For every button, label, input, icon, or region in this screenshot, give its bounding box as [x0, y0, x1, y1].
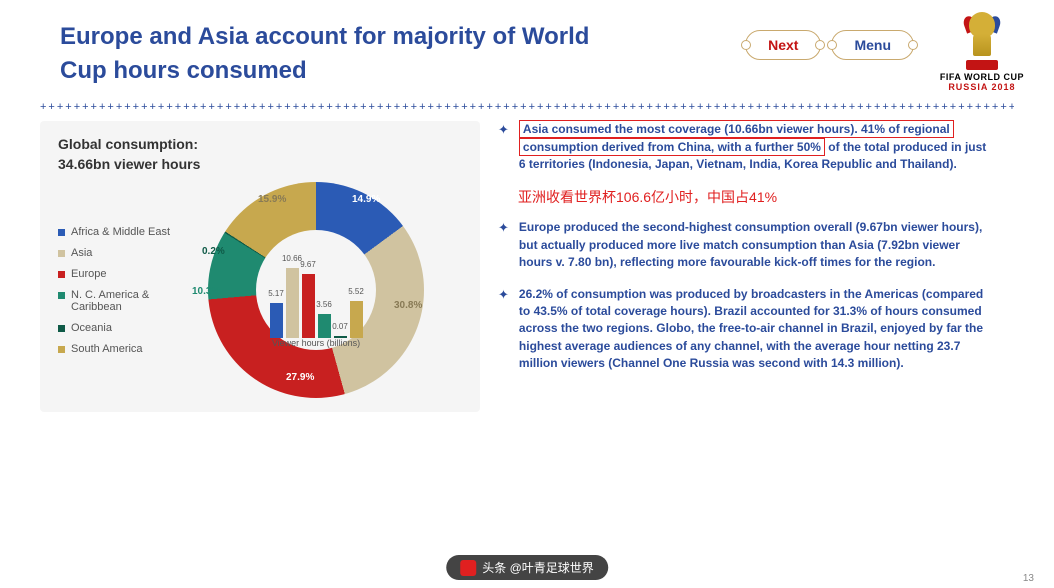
legend-item: Oceania — [58, 322, 182, 334]
diamond-icon: ✦ — [498, 286, 509, 373]
chinese-annotation: 亚洲收看世界杯106.6亿小时，中国占41% — [518, 187, 988, 207]
bar: 5.52 — [350, 301, 363, 338]
pct-label: 27.9% — [286, 372, 314, 383]
menu-button[interactable]: Menu — [831, 30, 914, 60]
diamond-icon: ✦ — [498, 219, 509, 271]
bullet-3: ✦ 26.2% of consumption was produced by b… — [498, 286, 988, 373]
bar: 3.56 — [318, 314, 331, 338]
next-button[interactable]: Next — [745, 30, 821, 60]
text-panel: ✦ Asia consumed the most coverage (10.66… — [498, 121, 988, 412]
divider: ++++++++++++++++++++++++++++++++++++++++… — [40, 101, 1014, 111]
pct-label: 30.8% — [394, 300, 422, 311]
legend-item: Asia — [58, 247, 182, 259]
toutiao-icon — [460, 560, 476, 576]
inner-bar-label: Viewer hours (billions) — [246, 338, 386, 348]
logo-text-2: RUSSIA 2018 — [940, 82, 1024, 92]
source-watermark: 头条 @叶青足球世界 — [446, 555, 608, 580]
fifa-logo: FIFA WORLD CUP RUSSIA 2018 — [940, 12, 1024, 92]
pct-label: 15.9% — [258, 194, 286, 205]
pct-label: 10.3% — [192, 286, 220, 297]
bar: 5.17 — [270, 303, 283, 338]
legend-item: South America — [58, 343, 182, 355]
pct-label: 14.9% — [352, 194, 380, 205]
diamond-icon: ✦ — [498, 121, 509, 173]
legend-item: N. C. America & Caribbean — [58, 289, 182, 313]
logo-text-1: FIFA WORLD CUP — [940, 72, 1024, 82]
inner-bar-chart: 5.1710.669.673.560.075.52 — [260, 246, 372, 338]
page-number: 13 — [1023, 573, 1034, 584]
bar: 10.66 — [286, 268, 299, 338]
bullet-1: ✦ Asia consumed the most coverage (10.66… — [498, 121, 988, 173]
chart-panel: Global consumption:34.66bn viewer hours … — [40, 121, 480, 412]
legend-item: Africa & Middle East — [58, 226, 182, 238]
chart-title: Global consumption:34.66bn viewer hours — [58, 135, 462, 174]
bar: 9.67 — [302, 274, 315, 338]
legend-item: Europe — [58, 268, 182, 280]
donut-chart: 5.1710.669.673.560.075.52 Viewer hours (… — [186, 182, 446, 398]
bullet-2: ✦ Europe produced the second-highest con… — [498, 219, 988, 271]
trophy-icon — [960, 12, 1004, 70]
page-title: Europe and Asia account for majority of … — [60, 20, 620, 87]
nav-buttons: Next Menu — [745, 30, 914, 87]
pct-label: 0.2% — [202, 246, 225, 257]
chart-legend: Africa & Middle East Asia Europe N. C. Amer… — [58, 217, 182, 364]
